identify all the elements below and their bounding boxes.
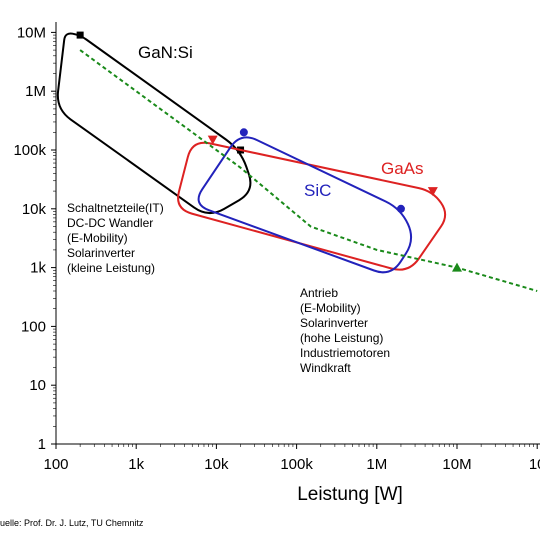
annotation-line: Schaltnetzteile(IT) (67, 201, 164, 215)
annotation-line: (hohe Leistung) (300, 331, 383, 345)
sic-marker (239, 128, 248, 137)
annotation-block: Schaltnetzteile(IT)DC-DC Wandler(E-Mobil… (67, 201, 164, 275)
region-gan-si (56, 32, 252, 215)
annotation-line: (E-Mobility) (300, 301, 361, 315)
x-tick-label: 10M (442, 456, 471, 473)
gan-si-marker (76, 31, 84, 39)
annotation-block: Antrieb(E-Mobility)Solarinverter(hohe Le… (300, 286, 390, 375)
annotation-line: Windkraft (300, 361, 351, 375)
annotation-line: Solarinverter (67, 246, 135, 260)
regions (56, 31, 447, 274)
label-sic: SiC (304, 181, 331, 200)
y-tick-label: 10k (22, 201, 47, 218)
annotations: Schaltnetzteile(IT)DC-DC Wandler(E-Mobil… (67, 201, 390, 375)
y-tick-label: 100k (13, 142, 46, 159)
x-tick-label: 100k (280, 456, 313, 473)
x-tick-label: 1M (366, 456, 387, 473)
gaas-marker (207, 135, 218, 145)
y-tick-label: 1 (38, 436, 46, 453)
annotation-line: Solarinverter (300, 316, 368, 330)
region-gaas (177, 141, 447, 271)
tick-labels: 100 1k 10k 100k 1M 10M 10 1 10 100 1k 10k 100k 1M 10M (13, 24, 540, 473)
x-tick-label: 10 (529, 456, 540, 473)
annotation-line: Industriemotoren (300, 346, 390, 360)
trend-marker (452, 262, 462, 272)
label-gan-si: GaN:Si (138, 43, 193, 62)
y-tick-label: 100 (21, 318, 46, 335)
y-tick-label: 1k (30, 260, 46, 277)
x-axis-label: Leistung [W] (297, 484, 403, 505)
x-tick-label: 1k (128, 456, 144, 473)
annotation-line: (kleine Leistung) (67, 261, 155, 275)
x-tick-label: 100 (43, 456, 68, 473)
annotation-line: (E-Mobility) (67, 231, 128, 245)
y-tick-label: 1M (25, 83, 46, 100)
annotation-line: Antrieb (300, 286, 338, 300)
gaas-marker (427, 187, 438, 197)
y-tick-label: 10 (29, 377, 46, 394)
region-labels: GaN:Si GaAs SiC (138, 43, 424, 200)
source-text: uelle: Prof. Dr. J. Lutz, TU Chemnitz (0, 518, 144, 528)
trend-line-path (79, 49, 538, 292)
region-sic (197, 136, 413, 274)
trend-line (79, 49, 538, 292)
y-tick-label: 10M (17, 24, 46, 41)
label-gaas: GaAs (381, 159, 424, 178)
annotation-line: DC-DC Wandler (67, 216, 153, 230)
x-tick-label: 10k (204, 456, 229, 473)
sic-marker (396, 204, 405, 213)
